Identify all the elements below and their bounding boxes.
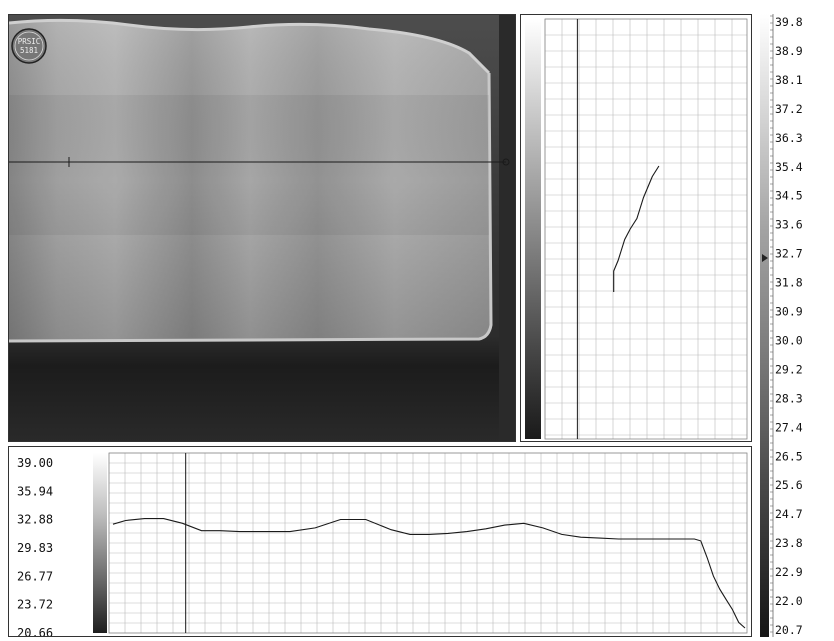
horizontal-profile-colorstrip	[93, 453, 107, 633]
horizontal-profile-tick-label: 29.83	[17, 541, 53, 555]
temperature-pointer-icon	[762, 254, 768, 262]
horizontal-profile-tick-label: 20.66	[17, 626, 53, 636]
vertical-profile-colorstrip	[525, 19, 541, 439]
horizontal-profile-tick-label: 32.88	[17, 513, 53, 527]
temperature-scale-chart: 39.8 38.9 38.1 37.2 36.3 35.4 34.5 33.6 32.7 31.8…	[760, 14, 803, 637]
horizontal-profile-tick-label: 23.72	[17, 598, 53, 612]
temperature-scale-label: 24.7	[775, 507, 803, 521]
camera-logo: PRSIC 5181	[11, 28, 47, 64]
horizontal-profile-tick-label: 26.77	[17, 569, 53, 583]
temperature-scale: 39.8 38.9 38.1 37.2 36.3 35.4 34.5 33.6 32.7 31.8…	[756, 14, 834, 637]
profile-line-endpoint	[502, 158, 510, 166]
temperature-scale-label: 26.5	[775, 449, 803, 463]
temperature-scale-label: 28.3	[775, 391, 803, 405]
temperature-scale-label: 22.9	[775, 565, 803, 579]
vertical-profile-panel[interactable]	[520, 14, 752, 442]
horizontal-profile-chart[interactable]: 39.00 35.94 32.88 29.83 26.77 23.72 20.66	[9, 447, 751, 640]
temperature-scale-label: 30.0	[775, 333, 803, 347]
temperature-scale-label: 39.8	[775, 15, 803, 29]
horizontal-profile-grid	[108, 452, 747, 634]
temperature-scale-label: 22.0	[775, 594, 803, 608]
temperature-scale-label: 23.8	[775, 536, 803, 550]
temperature-scale-label: 38.9	[775, 44, 803, 58]
horizontal-profile-tick-label: 35.94	[17, 484, 53, 498]
thermal-image[interactable]: PRSIC 5181	[9, 15, 516, 442]
temperature-scale-label: 37.2	[775, 102, 803, 116]
temperature-scale-bar	[760, 14, 769, 637]
temperature-scale-label: 25.6	[775, 478, 803, 492]
vertical-profile-line	[613, 165, 660, 292]
temperature-scale-label: 31.8	[775, 276, 803, 290]
temperature-scale-label: 20.7	[775, 623, 803, 637]
temperature-scale-label: 33.6	[775, 218, 803, 232]
vertical-profile-grid	[544, 18, 747, 439]
vertical-profile-chart[interactable]	[521, 15, 751, 441]
temperature-scale-label: 27.4	[775, 420, 803, 434]
temperature-scale-label: 35.4	[775, 160, 803, 174]
temperature-scale-label: 29.2	[775, 362, 803, 376]
temperature-scale-label: 30.9	[775, 305, 803, 319]
temperature-scale-label: 36.3	[775, 131, 803, 145]
horizontal-profile-line	[112, 518, 746, 629]
logo-text-line-2: 5181	[20, 46, 38, 55]
temperature-scale-label: 38.1	[775, 73, 803, 87]
temperature-scale-label: 32.7	[775, 247, 803, 261]
horizontal-profile-tick-label: 39.00	[17, 456, 53, 470]
temperature-scale-label: 34.5	[775, 189, 803, 203]
horizontal-profile-panel[interactable]: 39.00 35.94 32.88 29.83 26.77 23.72 20.66	[8, 446, 752, 640]
logo-text-line-1: PRSIC	[18, 37, 41, 46]
thermal-image-panel[interactable]: PRSIC 5181	[8, 14, 516, 442]
